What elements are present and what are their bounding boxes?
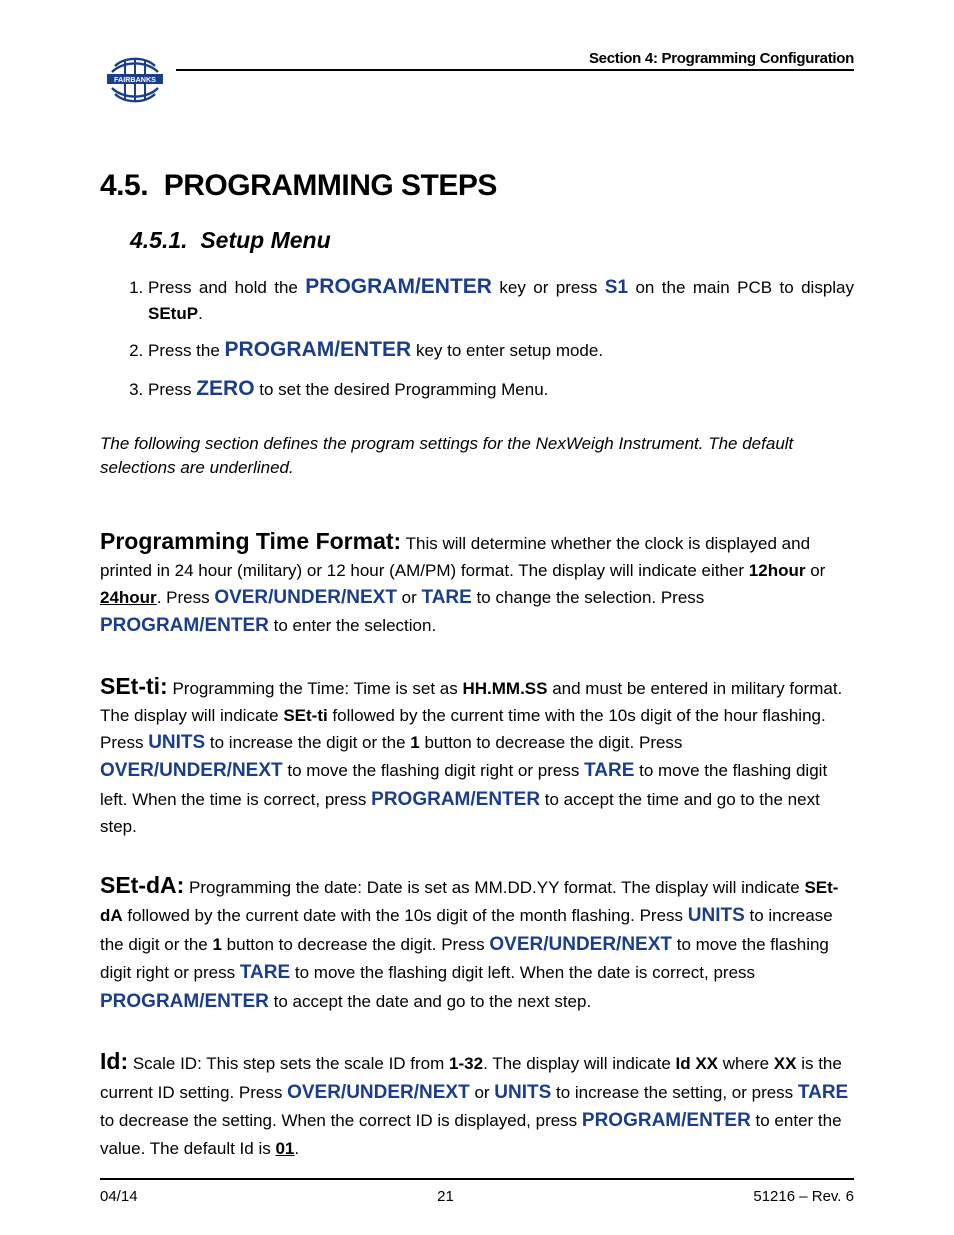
step-3: Press ZERO to set the desired Programmin… — [148, 374, 854, 404]
svg-text:FAIRBANKS: FAIRBANKS — [114, 75, 156, 84]
heading-set-ti: SEt-ti: — [100, 673, 168, 699]
page-footer: 04/14 21 51216 – Rev. 6 — [100, 1178, 854, 1205]
header-section-label: Section 4: Programming Configuration — [176, 50, 854, 67]
placeholder-xx: XX — [774, 1054, 797, 1073]
key-1: 1 — [410, 733, 419, 752]
key-s1: S1 — [605, 277, 628, 298]
heading-id: Id: — [100, 1048, 128, 1074]
key-over-under-next: OVER/UNDER/NEXT — [214, 587, 397, 608]
intro-note: The following section defines the progra… — [100, 432, 854, 480]
option-24hour-default: 24hour — [100, 588, 157, 607]
para-id: Id: Scale ID: This step sets the scale I… — [100, 1044, 854, 1161]
para-set-da: SEt-dA: Programming the date: Date is se… — [100, 868, 854, 1017]
key-program-enter: PROGRAM/ENTER — [371, 789, 540, 810]
footer-doc-rev: 51216 – Rev. 6 — [753, 1188, 854, 1205]
para-programming-time-format: Programming Time Format: This will deter… — [100, 524, 854, 641]
key-program-enter: PROGRAM/ENTER — [100, 991, 269, 1012]
step-2: Press the PROGRAM/ENTER key to enter set… — [148, 335, 854, 365]
key-tare: TARE — [240, 962, 290, 983]
key-units: UNITS — [148, 732, 205, 753]
key-units: UNITS — [688, 905, 745, 926]
heading-set-da: SEt-dA: — [100, 872, 184, 898]
key-tare: TARE — [422, 587, 472, 608]
section-number: 4.5. — [100, 169, 148, 202]
para-set-ti: SEt-ti: Programming the Time: Time is se… — [100, 669, 854, 840]
display-set-ti: SEt-ti — [283, 706, 327, 725]
step-1: Press and hold the PROGRAM/ENTER key or … — [148, 272, 854, 327]
footer-row: 04/14 21 51216 – Rev. 6 — [100, 1188, 854, 1205]
key-over-under-next: OVER/UNDER/NEXT — [100, 760, 283, 781]
heading-time-format: Programming Time Format: — [100, 528, 401, 554]
key-tare: TARE — [584, 760, 634, 781]
page-header: FAIRBANKS Section 4: Programming Configu… — [100, 50, 854, 109]
manual-page: FAIRBANKS Section 4: Programming Configu… — [0, 0, 954, 1235]
key-units: UNITS — [494, 1082, 551, 1103]
key-1: 1 — [212, 935, 221, 954]
subsection-heading: 4.5.1. Setup Menu — [130, 227, 854, 254]
default-id-01: 01 — [275, 1139, 294, 1158]
key-program-enter: PROGRAM/ENTER — [225, 338, 412, 361]
key-zero: ZERO — [196, 377, 254, 400]
key-program-enter: PROGRAM/ENTER — [100, 615, 269, 636]
format-hhmmss: HH.MM.SS — [462, 679, 547, 698]
key-tare: TARE — [798, 1082, 848, 1103]
footer-rule — [100, 1178, 854, 1180]
subsection-number: 4.5.1. — [130, 227, 188, 253]
subsection-title: Setup Menu — [200, 227, 330, 253]
header-right: Section 4: Programming Configuration — [176, 50, 854, 71]
footer-date: 04/14 — [100, 1188, 138, 1205]
key-over-under-next: OVER/UNDER/NEXT — [489, 934, 672, 955]
steps-list: Press and hold the PROGRAM/ENTER key or … — [120, 272, 854, 404]
footer-page-number: 21 — [437, 1188, 454, 1205]
option-12hour: 12hour — [749, 561, 806, 580]
header-rule — [176, 69, 854, 71]
display-setup: SEtuP — [148, 304, 198, 323]
fairbanks-logo-icon: FAIRBANKS — [100, 54, 170, 104]
range-1-32: 1-32 — [449, 1054, 483, 1073]
section-title: PROGRAMMING STEPS — [164, 169, 497, 202]
key-program-enter: PROGRAM/ENTER — [582, 1110, 751, 1131]
section-heading: 4.5. PROGRAMMING STEPS — [100, 169, 854, 203]
key-over-under-next: OVER/UNDER/NEXT — [287, 1082, 470, 1103]
logo: FAIRBANKS — [100, 54, 170, 109]
key-program-enter: PROGRAM/ENTER — [305, 275, 492, 298]
display-id-xx: Id XX — [676, 1054, 719, 1073]
